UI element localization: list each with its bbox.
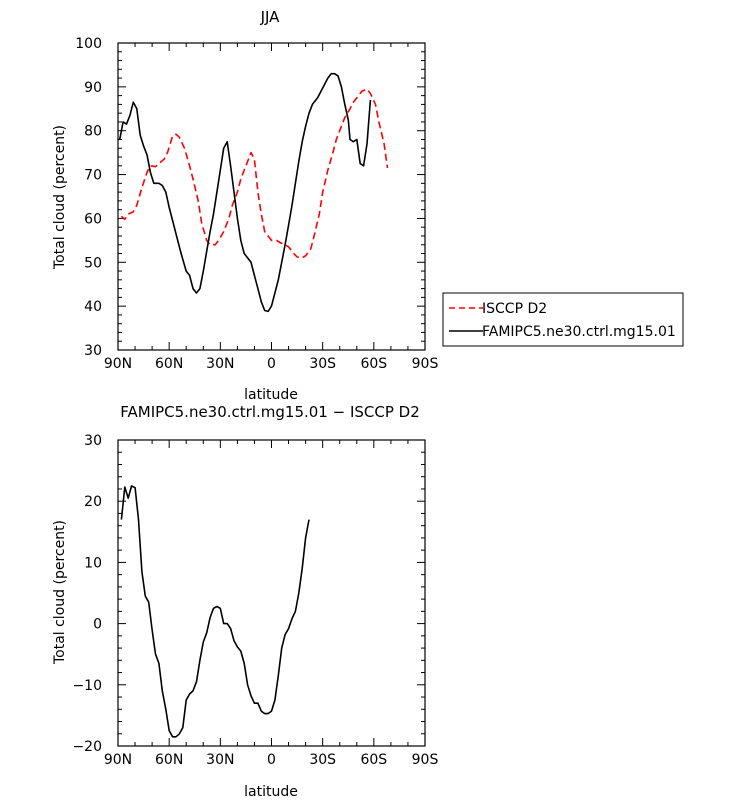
- top-x-tick-label: 60S: [360, 356, 387, 372]
- bottom-series-line-difference: [120, 485, 310, 738]
- top-x-tick-label: 60N: [155, 356, 183, 372]
- top-x-tick-label: 90N: [104, 356, 132, 372]
- bottom-y-axis-label: Total cloud (percent): [52, 520, 68, 665]
- top-y-tick-label: 30: [84, 343, 102, 359]
- top-series-line-famipc5: [118, 72, 372, 313]
- bottom-x-tick-label: 0: [267, 752, 276, 768]
- top-y-tick-label: 90: [84, 80, 102, 96]
- bottom-x-tick-label: 60N: [155, 752, 183, 768]
- top-y-tick-label: 50: [84, 255, 102, 271]
- top-x-axis-label: latitude: [244, 387, 298, 403]
- top-series-line-isccp-d2: [120, 88, 389, 259]
- top-y-tick-label: 80: [84, 124, 102, 140]
- bottom-y-tick-label: 20: [84, 494, 102, 510]
- top-y-tick-label: 40: [84, 299, 102, 315]
- top-chart-title: JJA: [260, 8, 281, 26]
- bottom-plot-area: 90N 60N 30N 0 30S 60S 90S −20 −10 0 10 20 30: [72, 433, 438, 768]
- bottom-panel: FAMIPC5.ne30.ctrl.mg15.01 − ISCCP D2 90N…: [52, 403, 438, 800]
- top-y-tick-label: 70: [84, 168, 102, 184]
- top-x-tick-label: 30S: [309, 356, 336, 372]
- legend-label-isccp: ISCCP D2: [482, 301, 547, 317]
- top-x-tick-label: 0: [267, 356, 276, 372]
- bottom-chart-title: FAMIPC5.ne30.ctrl.mg15.01 − ISCCP D2: [120, 403, 420, 421]
- top-y-axis-label: Total cloud (percent): [52, 125, 68, 270]
- bottom-y-tick-label: 30: [84, 433, 102, 449]
- top-x-tick-label: 90S: [412, 356, 439, 372]
- legend-box: [442, 292, 684, 347]
- bottom-x-axis-label: latitude: [244, 784, 298, 800]
- bottom-x-tick-label: 90S: [412, 752, 439, 768]
- bottom-x-tick-label: 60S: [360, 752, 387, 768]
- top-y-tick-label: 60: [84, 211, 102, 227]
- legend-label-famipc5: FAMIPC5.ne30.ctrl.mg15.01: [482, 324, 676, 340]
- top-y-tick-label: 100: [75, 36, 102, 52]
- bottom-x-tick-label: 30N: [206, 752, 234, 768]
- bottom-y-tick-label: 10: [84, 555, 102, 571]
- legend: ISCCP D2 FAMIPC5.ne30.ctrl.mg15.01: [442, 292, 684, 347]
- bottom-x-tick-label: 90N: [104, 752, 132, 768]
- top-x-tick-label: 30N: [206, 356, 234, 372]
- bottom-y-tick-label: 0: [93, 617, 102, 633]
- bottom-x-tick-label: 30S: [309, 752, 336, 768]
- bottom-y-tick-label: −20: [72, 739, 102, 755]
- bottom-y-tick-label: −10: [72, 678, 102, 694]
- top-panel: JJA 90N 60N 30N 0 30S 60S 90S 30 40 50 60 70 80 90 100…: [52, 8, 438, 403]
- top-plot-area: 90N 60N 30N 0 30S 60S 90S 30 40 50 60 70 80 90 100: [75, 36, 438, 372]
